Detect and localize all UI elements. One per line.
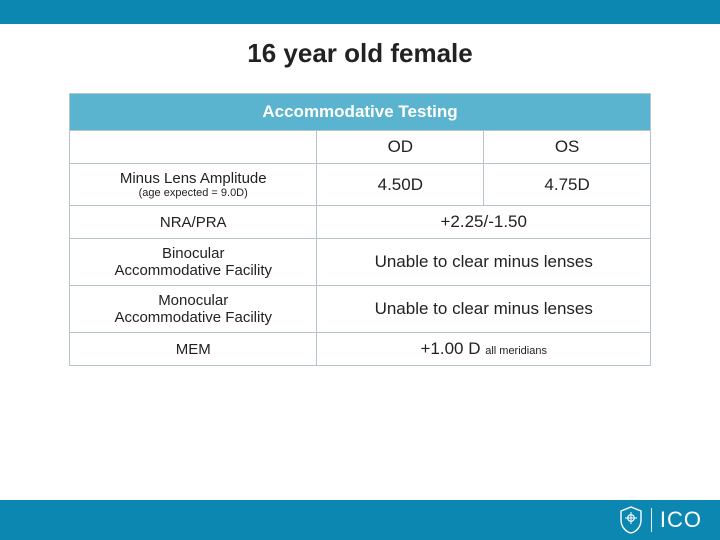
cell-minus-lens-od: 4.50D (317, 164, 484, 206)
row-label-nra-pra: NRA/PRA (70, 206, 317, 239)
cell-mem-value: +1.00 D all meridians (317, 333, 651, 366)
logo-divider (651, 508, 652, 532)
top-brand-bar (0, 0, 720, 24)
column-header-os: OS (484, 131, 651, 164)
row-label-minus-lens: Minus Lens Amplitude (age expected = 9.0… (70, 164, 317, 206)
footer-bar: ICO (0, 500, 720, 540)
row-label-minus-lens-main: Minus Lens Amplitude (120, 170, 267, 187)
row-label-binoc-line2: Accommodative Facility (114, 262, 272, 279)
cell-mem-value-suffix: all meridians (485, 345, 547, 357)
footer-logo-text: ICO (660, 507, 702, 533)
accommodative-testing-table: Accommodative Testing OD OS Minus Lens A… (69, 93, 651, 366)
cell-binoc-value: Unable to clear minus lenses (317, 239, 651, 286)
row-label-binoc: Binocular Accommodative Facility (70, 239, 317, 286)
cell-mem-value-main: +1.00 D (420, 339, 485, 358)
table-empty-cell (70, 131, 317, 164)
page-title: 16 year old female (0, 38, 720, 69)
column-header-od: OD (317, 131, 484, 164)
footer-logo: ICO (619, 506, 702, 534)
cell-nra-pra-value: +2.25/-1.50 (317, 206, 651, 239)
row-label-monoc-line2: Accommodative Facility (114, 309, 272, 326)
row-label-minus-lens-sub: (age expected = 9.0D) (78, 187, 308, 199)
row-label-mem: MEM (70, 333, 317, 366)
row-label-monoc: Monocular Accommodative Facility (70, 286, 317, 333)
cell-minus-lens-os: 4.75D (484, 164, 651, 206)
row-label-binoc-line1: Binocular (162, 245, 225, 262)
cell-monoc-value: Unable to clear minus lenses (317, 286, 651, 333)
table-section-header: Accommodative Testing (70, 94, 651, 131)
row-label-monoc-line1: Monocular (158, 292, 228, 309)
crest-icon (619, 506, 643, 534)
